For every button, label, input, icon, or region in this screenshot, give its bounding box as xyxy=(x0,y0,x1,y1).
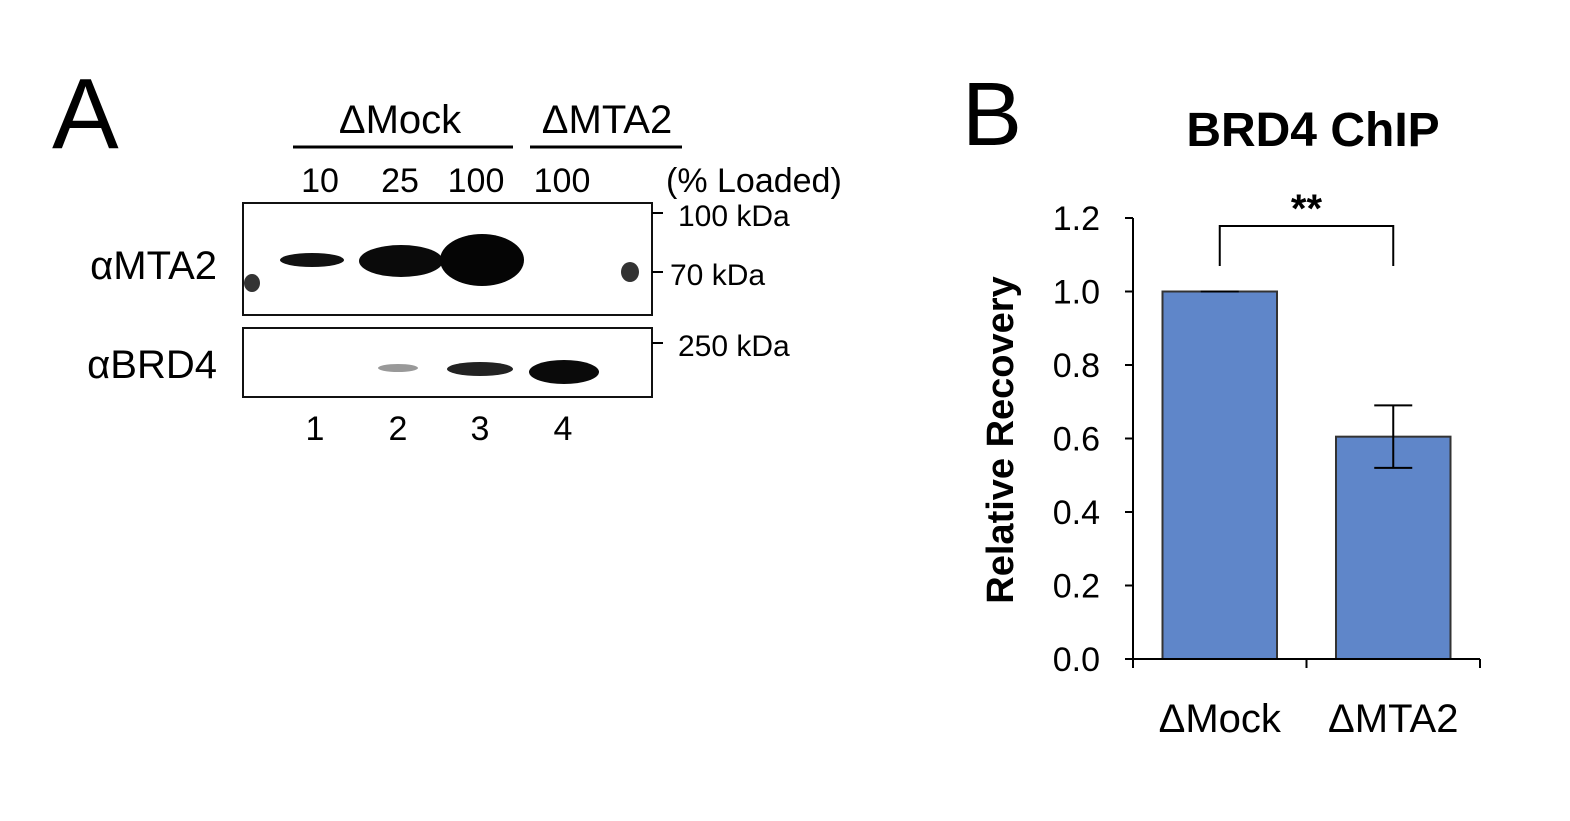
chart-title: BRD4 ChIP xyxy=(1186,104,1439,157)
annotation: ** xyxy=(1291,187,1323,231)
y-tick-label: 0.6 xyxy=(1053,421,1100,459)
band xyxy=(529,360,599,384)
antibody-label: αBRD4 xyxy=(87,343,217,387)
y-tick-label: 1.2 xyxy=(1053,200,1100,238)
y-tick-label: 0.0 xyxy=(1053,641,1100,679)
y-tick-label: 1.0 xyxy=(1053,274,1100,312)
panel-letter: B xyxy=(962,65,1022,165)
antibody-label: αMTA2 xyxy=(90,244,217,288)
y-tick-label: 0.2 xyxy=(1053,568,1100,606)
significance-bracket xyxy=(1218,225,1395,266)
band xyxy=(440,234,524,286)
error-bar xyxy=(1374,404,1413,469)
group-label: ΔMock xyxy=(339,98,462,142)
blot-brd4 xyxy=(242,327,653,398)
band xyxy=(621,262,639,282)
band xyxy=(280,253,344,267)
x-tick-label: ΔMock xyxy=(1159,697,1282,741)
marker-label: 70 kDa xyxy=(670,259,765,292)
bar xyxy=(1334,435,1452,660)
marker-label: 100 kDa xyxy=(678,200,790,233)
band xyxy=(378,364,418,372)
bar xyxy=(1161,290,1279,660)
y-axis-label: Relative Recovery xyxy=(980,276,1022,603)
lane-number: 1 xyxy=(306,410,325,448)
loaded-label: 100 xyxy=(448,162,505,200)
x-tick-label: ΔMTA2 xyxy=(1328,697,1458,741)
panel-letter: A xyxy=(52,58,119,170)
lane-number: 3 xyxy=(471,410,490,448)
lane-number: 2 xyxy=(389,410,408,448)
y-tick-label: 0.4 xyxy=(1053,494,1100,532)
loaded-label: 100 xyxy=(534,162,591,200)
loaded-label: 10 xyxy=(301,162,339,200)
band xyxy=(447,362,513,376)
y-tick-label: 0.8 xyxy=(1053,347,1100,385)
marker-label: 250 kDa xyxy=(678,330,790,363)
group-label: ΔMTA2 xyxy=(542,98,672,142)
band xyxy=(359,245,443,277)
lane-number: 4 xyxy=(554,410,573,448)
band xyxy=(244,274,260,292)
loaded-label: 25 xyxy=(381,162,419,200)
loaded-caption: (% Loaded) xyxy=(666,162,842,200)
